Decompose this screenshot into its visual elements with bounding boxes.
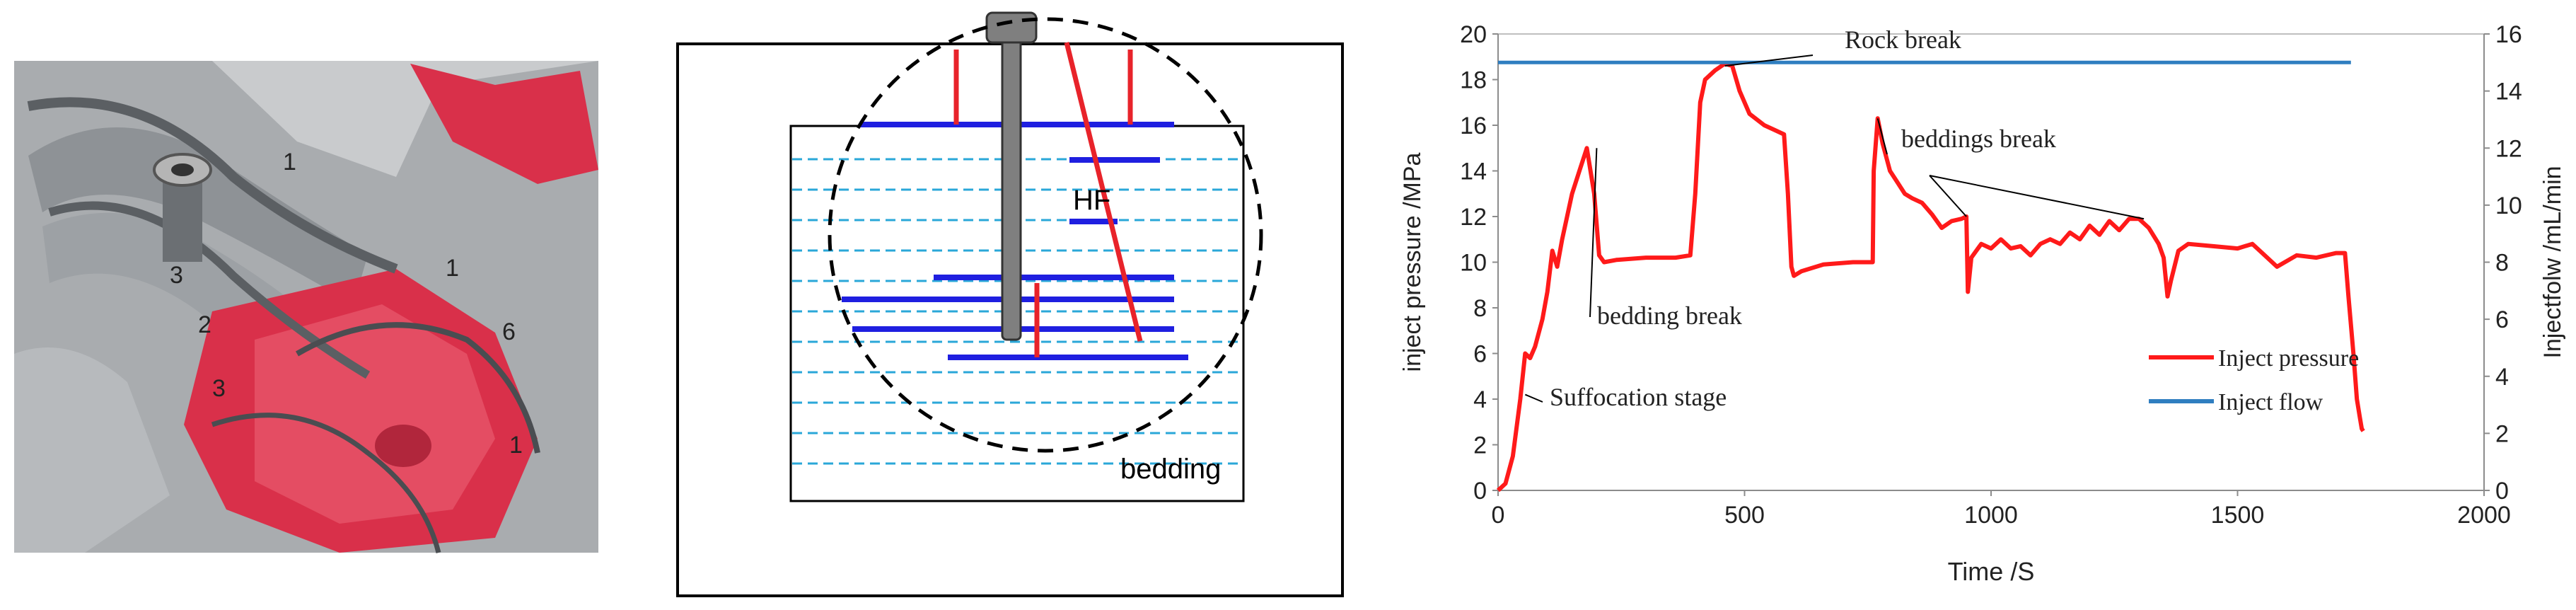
x-tick-label: 1000 xyxy=(1964,502,2018,529)
annotation-leader xyxy=(1876,118,1888,155)
y-tick-label: 8 xyxy=(1473,295,1487,322)
y-axis-label: inject pressure /MPa xyxy=(1399,152,1426,372)
y-tick-label: 2 xyxy=(1473,432,1487,459)
chart-axes: 0 2 4 6 8 10 12 14 16 18 20 0 2 4 6 8 10 12 14 16 0 500 1000 15… xyxy=(1460,21,2522,529)
annotation-leader-extra xyxy=(1929,175,1967,217)
y2-tick-label: 6 xyxy=(2495,306,2509,333)
annotation-label: bedding break xyxy=(1597,301,1742,330)
y-tick-label: 0 xyxy=(1473,478,1487,505)
x-tick-label: 500 xyxy=(1724,502,1765,529)
photo-mark-5: 6 xyxy=(502,318,516,345)
annotation-leader xyxy=(1589,148,1598,318)
y2-tick-label: 8 xyxy=(2495,250,2509,277)
hf-label: HF xyxy=(1073,185,1110,216)
photo-mark-6: 1 xyxy=(509,432,523,459)
y-tick-label: 14 xyxy=(1460,159,1487,185)
y-tick-label: 6 xyxy=(1473,341,1487,368)
photo-mark-3: 1 xyxy=(283,149,296,175)
y2-tick-label: 4 xyxy=(2495,364,2509,391)
x-tick-label: 2000 xyxy=(2457,502,2511,529)
vertical-fractures xyxy=(953,42,1143,357)
y2-tick-label: 10 xyxy=(2495,192,2522,219)
y-tick-label: 12 xyxy=(1460,204,1487,231)
y2-tick-label: 2 xyxy=(2495,420,2509,447)
x-tick-label: 0 xyxy=(1492,502,1505,529)
fracture-diagram: HF bedding xyxy=(665,0,1358,606)
chart-series xyxy=(1496,60,2365,493)
annotation-label: Suffocation stage xyxy=(1550,383,1727,411)
rock-sample-photo: 3 2 3 1 1 6 1 xyxy=(0,0,608,606)
series-line-0 xyxy=(1496,61,2365,493)
chart-annotations: Rock break beddings break bedding break Suf… xyxy=(1524,25,2145,411)
y2-tick-label: 12 xyxy=(2495,135,2522,162)
photo-mark-1: 2 xyxy=(198,311,211,338)
fracture-diagram-svg: HF bedding xyxy=(676,11,1344,597)
x-tick-label: 1500 xyxy=(2211,502,2265,529)
pressure-chart: 0 2 4 6 8 10 12 14 16 18 20 0 2 4 6 8 10 12 14 16 0 500 1000 15… xyxy=(1365,0,2576,606)
injection-rod xyxy=(1001,27,1022,341)
y2-tick-label: 14 xyxy=(2495,79,2522,105)
chart-legend: Inject pressure Inject flow xyxy=(2149,345,2359,415)
y-tick-label: 4 xyxy=(1473,386,1487,413)
annotation-leader xyxy=(1724,54,1814,67)
legend-label: Inject pressure xyxy=(2218,345,2359,372)
y-tick-label: 10 xyxy=(1460,250,1487,277)
pressure-chart-svg: 0 2 4 6 8 10 12 14 16 18 20 0 2 4 6 8 10 12 14 16 0 500 1000 15… xyxy=(1399,21,2566,586)
x-axis-label: Time /S xyxy=(1948,557,2035,586)
rock-sample-photo-drawing: 3 2 3 1 1 6 1 xyxy=(14,61,598,553)
y-tick-label: 18 xyxy=(1460,67,1487,94)
rod-head xyxy=(985,11,1038,44)
photo-mark-4: 1 xyxy=(446,255,459,282)
y-tick-label: 16 xyxy=(1460,113,1487,139)
y2-tick-label: 0 xyxy=(2495,478,2509,505)
y2-tick-label: 16 xyxy=(2495,21,2522,48)
legend-label: Inject flow xyxy=(2218,389,2323,415)
annotation-leader-extra xyxy=(1929,175,2145,220)
photo-mark-0: 3 xyxy=(170,262,183,289)
y-tick-label: 20 xyxy=(1460,21,1487,48)
plot-area-frame xyxy=(1497,33,2485,491)
y2-axis-label: Injectfolw /mL/min xyxy=(2539,166,2566,358)
bedding-label: bedding xyxy=(1120,454,1221,485)
fracture-zone-circle xyxy=(828,17,1263,453)
bedding-lines xyxy=(792,158,1242,465)
annotation-leader xyxy=(1524,393,1543,403)
annotation-label: beddings break xyxy=(1901,125,2056,153)
annotation-label: Rock break xyxy=(1845,25,1961,54)
photo-mark-2: 3 xyxy=(212,375,226,402)
